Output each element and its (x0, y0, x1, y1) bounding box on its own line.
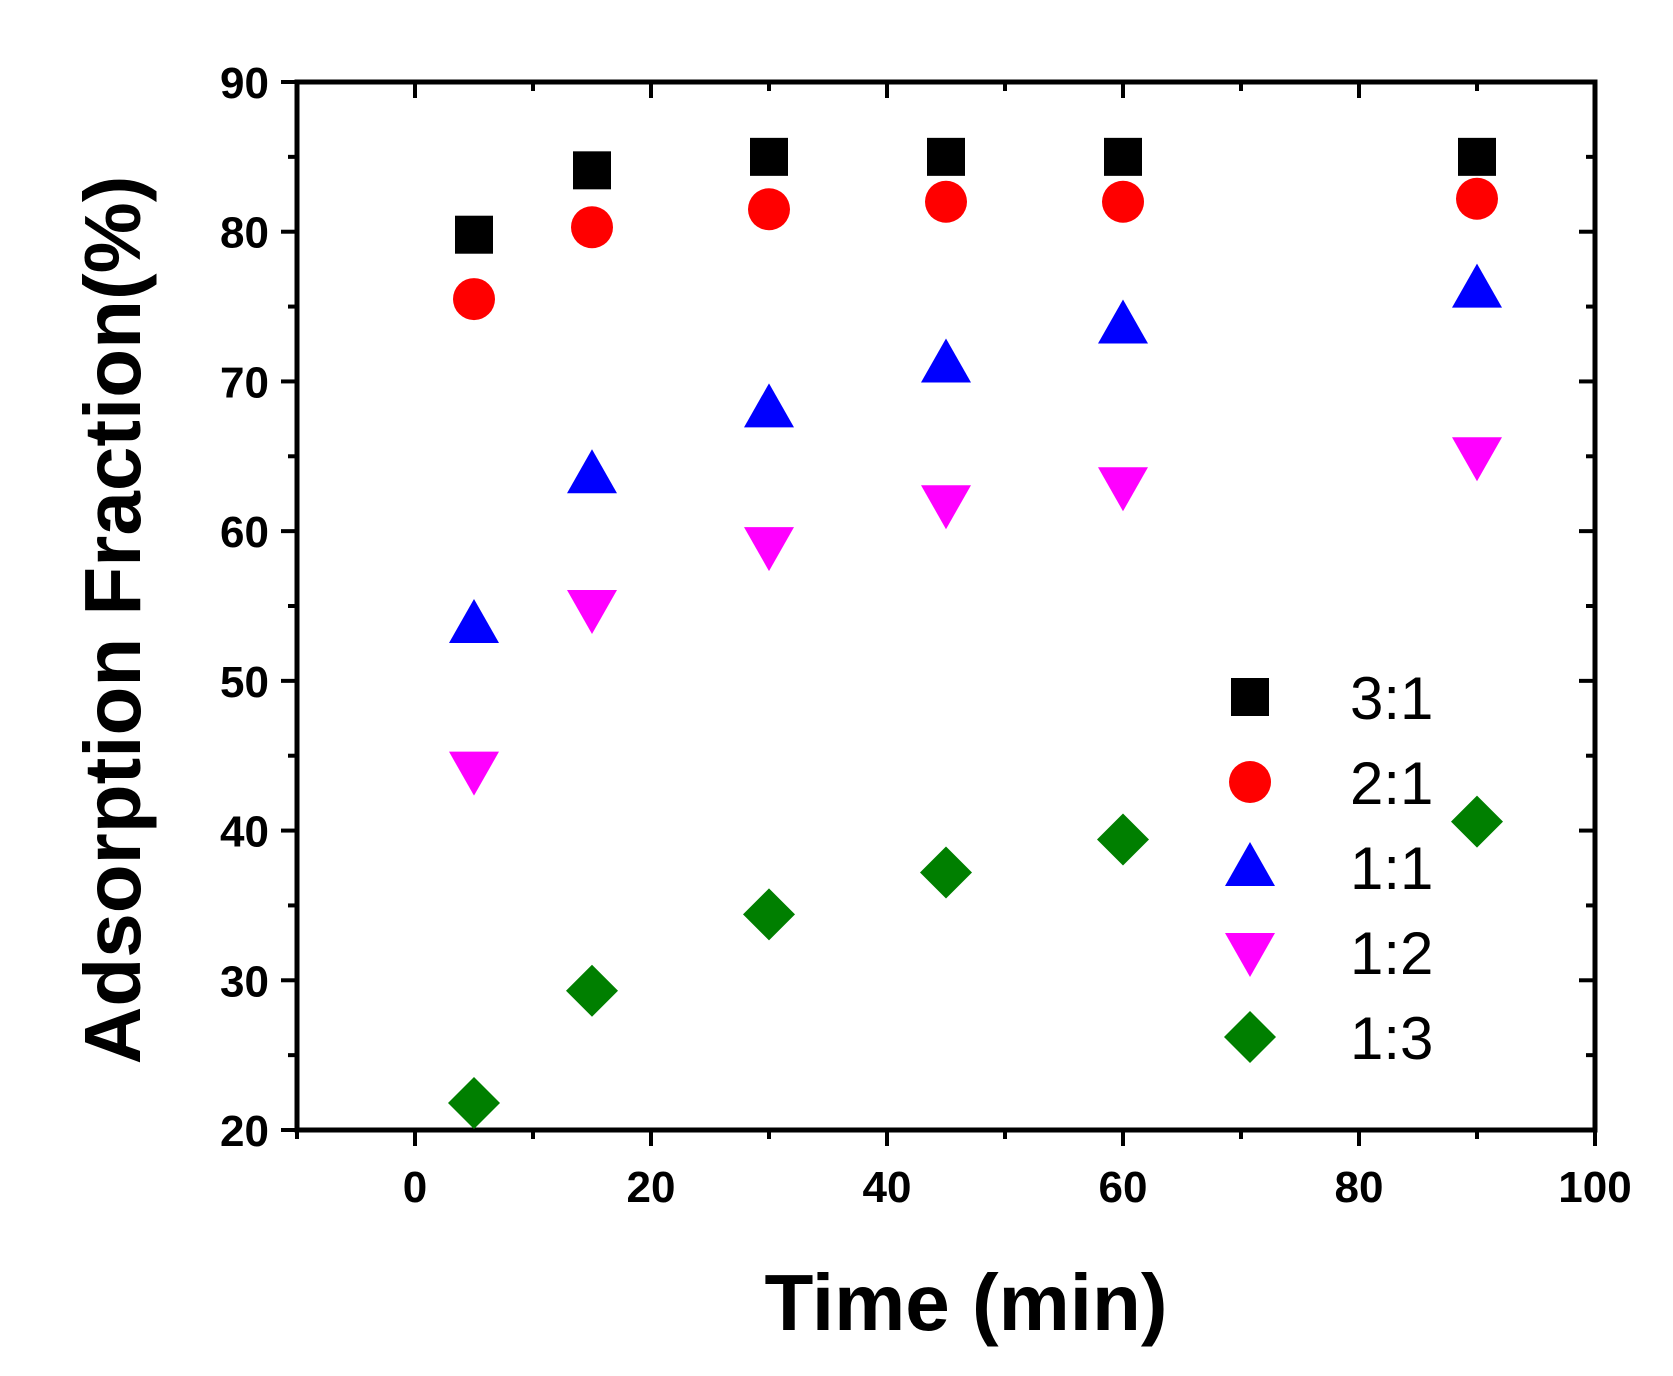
data-point (1098, 299, 1148, 344)
data-point (1097, 813, 1149, 866)
data-point (750, 137, 788, 176)
axes: 0 20 40 60 80 100 20 30 40 50 60 70 80 90 (220, 59, 1632, 1212)
x-tick-label: 60 (1099, 1163, 1148, 1212)
data-point (744, 383, 794, 428)
data-point (571, 206, 613, 249)
legend-label: 1:1 (1350, 835, 1433, 902)
data-point (748, 188, 790, 231)
x-axis-title: Time (min) (764, 1258, 1167, 1347)
data-point (448, 1077, 500, 1130)
data-point (449, 598, 499, 643)
data-point (921, 338, 971, 383)
data-point (743, 888, 795, 941)
series-1 (455, 137, 1496, 254)
data-point (1098, 467, 1148, 512)
data-point (1104, 137, 1142, 176)
data-point (925, 180, 967, 223)
data-point (927, 137, 965, 176)
legend-marker (1224, 1011, 1276, 1063)
data-point (1452, 263, 1502, 308)
data-point (566, 964, 618, 1017)
y-tick-label: 50 (220, 658, 269, 707)
series-4 (449, 437, 1502, 796)
data-point (567, 589, 617, 634)
legend-label: 1:3 (1350, 1005, 1433, 1072)
y-tick-label: 60 (220, 508, 269, 557)
y-tick-label: 40 (220, 808, 269, 857)
legend-marker (1225, 842, 1275, 886)
y-axis-title: Adsorption Fraction(%) (68, 176, 157, 1065)
y-tick-label: 80 (220, 209, 269, 258)
legend-label: 3:1 (1350, 665, 1433, 732)
data-point (1458, 137, 1496, 176)
data-point (573, 151, 611, 190)
data-point (1102, 180, 1144, 223)
legend-marker (1231, 678, 1269, 716)
legend-label: 2:1 (1350, 750, 1433, 817)
legend: 3:1 2:1 1:1 1:2 1:3 (1224, 665, 1433, 1072)
x-tick-label: 40 (863, 1163, 912, 1212)
series-2 (453, 177, 1498, 321)
legend-marker (1225, 933, 1275, 977)
x-tick-label: 20 (627, 1163, 676, 1212)
x-tick-label: 100 (1558, 1163, 1631, 1212)
series-5 (448, 795, 1503, 1130)
data-point (455, 215, 493, 254)
data-point (744, 527, 794, 572)
series-3 (449, 263, 1502, 643)
data-point (567, 449, 617, 494)
y-tick-label: 30 (220, 957, 269, 1006)
x-tick-label: 0 (403, 1163, 427, 1212)
y-tick-label: 90 (220, 59, 269, 108)
data-point (1452, 437, 1502, 482)
data-point (1451, 795, 1503, 848)
y-tick-label: 20 (220, 1107, 269, 1156)
x-tick-label: 80 (1335, 1163, 1384, 1212)
y-tick-label: 70 (220, 358, 269, 407)
data-points (448, 137, 1503, 1130)
data-point (449, 751, 499, 796)
data-point (921, 485, 971, 530)
data-point (453, 278, 495, 321)
legend-marker (1229, 761, 1271, 803)
data-point (1456, 177, 1498, 220)
legend-label: 1:2 (1350, 920, 1433, 987)
data-point (920, 846, 972, 899)
